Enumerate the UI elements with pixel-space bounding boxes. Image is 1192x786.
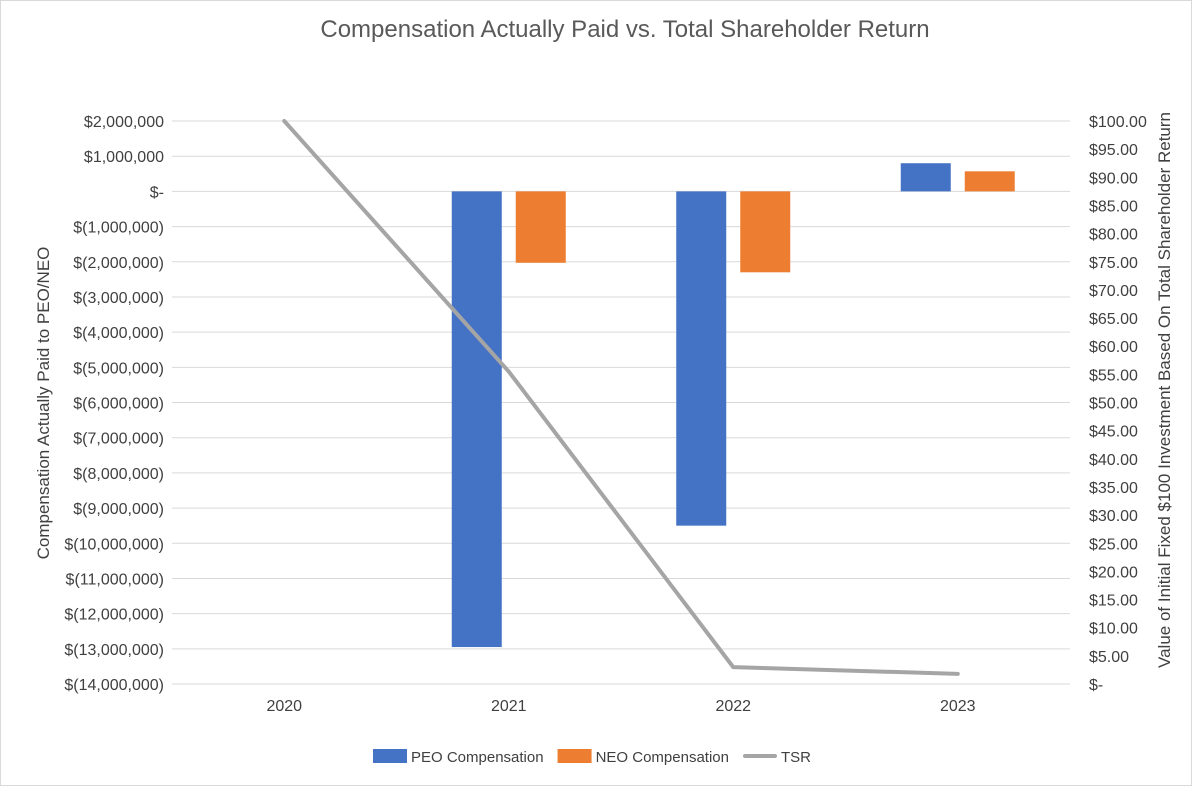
left-tick-label-7: $(5,000,000) (73, 360, 164, 377)
tsr-line (282, 119, 960, 676)
x-tick-label-2023: 2023 (940, 698, 976, 715)
right-tick-label-3: $85.00 (1089, 198, 1138, 215)
left-tick-label-11: $(9,000,000) (73, 501, 164, 518)
bar-neo-compensation-2023 (964, 171, 1015, 192)
left-tick-label-16: $(14,000,000) (64, 677, 164, 694)
right-tick-label-14: $30.00 (1089, 508, 1138, 525)
legend-swatch-peo-compensation (373, 749, 407, 763)
left-tick-label-13: $(11,000,000) (66, 571, 164, 588)
left-tick-label-14: $(12,000,000) (64, 607, 164, 624)
line-series-tsr (282, 119, 960, 676)
right-tick-label-16: $20.00 (1089, 564, 1138, 581)
right-tick-label-11: $45.00 (1089, 424, 1138, 441)
left-tick-label-10: $(8,000,000) (73, 466, 164, 483)
left-axis-title: Compensation Actually Paid to PEO/NEO (34, 247, 53, 560)
right-tick-label-1: $95.00 (1089, 142, 1138, 159)
left-axis: $2,000,000 $1,000,000 $- $(1,000,000) $(2,00… (64, 114, 164, 694)
left-tick-label-9: $(7,000,000) (73, 431, 164, 448)
left-tick-label-15: $(13,000,000) (64, 642, 164, 659)
x-tick-label-2021: 2021 (491, 698, 527, 715)
x-axis: 2020 2021 2022 2023 (266, 698, 975, 715)
legend-label-peo-compensation: PEO Compensation (411, 749, 544, 766)
left-tick-label-3: $(1,000,000) (73, 220, 164, 237)
left-tick-label-8: $(6,000,000) (73, 396, 164, 413)
right-tick-label-2: $90.00 (1089, 170, 1138, 187)
right-tick-label-7: $65.00 (1089, 311, 1138, 328)
left-tick-label-0: $2,000,000 (84, 114, 164, 131)
right-tick-label-20: $- (1089, 677, 1103, 694)
legend: PEO Compensation NEO Compensation TSR (373, 749, 811, 766)
right-tick-label-6: $70.00 (1089, 283, 1138, 300)
right-axis-title: Value of Initial Fixed $100 Investment B… (1155, 112, 1174, 668)
legend-label-neo-compensation: NEO Compensation (596, 749, 729, 766)
right-tick-label-9: $55.00 (1089, 367, 1138, 384)
right-tick-label-12: $40.00 (1089, 452, 1138, 469)
bar-peo-compensation-2023 (900, 163, 951, 192)
right-tick-label-18: $10.00 (1089, 621, 1138, 638)
right-tick-label-13: $35.00 (1089, 480, 1138, 497)
right-tick-label-4: $80.00 (1089, 227, 1138, 244)
right-tick-label-10: $50.00 (1089, 396, 1138, 413)
bar-peo-compensation-2022 (676, 191, 727, 526)
bar-peo-compensation-2021 (451, 191, 502, 648)
left-tick-label-4: $(2,000,000) (73, 255, 164, 272)
x-tick-label-2022: 2022 (715, 698, 751, 715)
legend-swatch-neo-compensation (557, 749, 592, 763)
right-tick-label-15: $25.00 (1089, 536, 1138, 553)
right-tick-label-0: $100.00 (1089, 114, 1147, 131)
right-tick-label-17: $15.00 (1089, 593, 1138, 610)
right-tick-label-19: $5.00 (1089, 649, 1129, 666)
legend-label-tsr: TSR (781, 749, 811, 766)
right-tick-label-8: $60.00 (1089, 339, 1138, 356)
right-axis: $100.00 $95.00 $90.00 $85.00 $80.00 $75.00 $70… (1089, 114, 1147, 694)
chart-title: Compensation Actually Paid vs. Total Sha… (320, 16, 929, 43)
left-tick-label-6: $(4,000,000) (73, 325, 164, 342)
bar-neo-compensation-2022 (740, 191, 791, 273)
left-tick-label-5: $(3,000,000) (73, 290, 164, 307)
bar-neo-compensation-2021 (515, 191, 566, 263)
left-tick-label-12: $(10,000,000) (64, 536, 164, 553)
left-tick-label-1: $1,000,000 (84, 149, 164, 166)
x-tick-label-2020: 2020 (266, 698, 302, 715)
gridlines (172, 120, 1070, 685)
right-tick-label-5: $75.00 (1089, 255, 1138, 272)
bars (451, 163, 1015, 648)
left-tick-label-2: $- (150, 184, 164, 201)
